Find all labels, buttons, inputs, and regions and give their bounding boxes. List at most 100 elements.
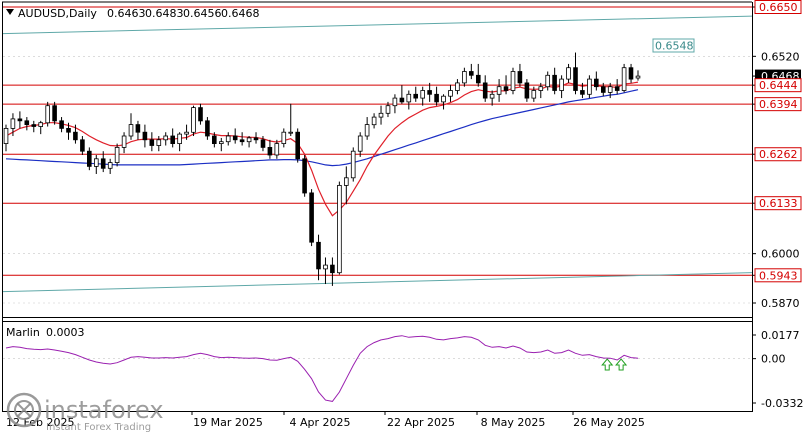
candle	[31, 120, 37, 133]
price-tick-label: 0.5870	[761, 297, 800, 310]
candle-body	[73, 131, 78, 141]
collapse-triangle-icon[interactable]	[6, 9, 14, 15]
candle	[10, 113, 16, 137]
candle	[482, 75, 488, 102]
candle	[573, 52, 578, 95]
candle-body	[100, 158, 106, 169]
candle-body	[350, 150, 356, 179]
candle	[420, 86, 425, 106]
candle-body	[3, 127, 9, 144]
horizontal-levels	[3, 6, 752, 276]
candle-body	[343, 177, 349, 186]
candle-body	[59, 120, 64, 129]
candle	[260, 136, 266, 152]
candle	[94, 155, 99, 174]
candle	[413, 86, 418, 102]
candle-body	[87, 150, 92, 167]
candle	[156, 136, 162, 152]
candle-body	[635, 75, 641, 79]
candle-body	[128, 124, 134, 137]
candle-body	[559, 78, 564, 91]
candle	[24, 117, 30, 131]
level-price-label: 0.6444	[759, 79, 798, 92]
indicator-line	[5, 335, 639, 402]
candle	[350, 147, 356, 182]
channel-label: 0.6548	[655, 40, 694, 53]
candle-body	[163, 135, 169, 141]
date-tick-label: 26 May 2025	[573, 416, 645, 429]
candle-body	[420, 90, 425, 99]
candle	[635, 70, 641, 81]
candle	[218, 137, 224, 152]
candle-body	[246, 137, 252, 143]
candle	[545, 71, 550, 91]
candle	[448, 84, 453, 102]
candle	[205, 117, 210, 140]
candle	[337, 181, 342, 275]
candle-body	[107, 162, 113, 169]
up-arrow-icon	[615, 358, 628, 371]
candle-body	[510, 71, 516, 91]
candle-body	[413, 93, 418, 99]
indicator-tick-label: -0.0332	[761, 397, 803, 410]
candle-body	[260, 139, 266, 148]
candle	[475, 63, 481, 87]
candle	[128, 113, 134, 140]
date-tick: 22 Apr 2025	[384, 411, 455, 429]
candle	[211, 132, 217, 148]
chart-frame	[2, 1, 753, 412]
candle	[371, 113, 377, 129]
date-tick: 8 May 2025	[476, 411, 545, 429]
candle	[59, 117, 64, 133]
candle	[309, 189, 314, 247]
candle	[17, 111, 23, 129]
candle	[246, 136, 252, 148]
level-price-box	[754, 268, 802, 283]
price-tick: 0.6444	[752, 78, 802, 93]
indicator-tick-label: 0.00	[761, 353, 786, 366]
level-price-box	[754, 147, 802, 162]
candle	[427, 82, 432, 102]
candle-body	[538, 86, 544, 91]
candle	[531, 86, 537, 102]
candle	[580, 82, 585, 99]
price-tick: 0.6394	[752, 97, 802, 112]
price-tick: 0.6133	[752, 196, 802, 211]
price-tick: 0.5943	[752, 268, 802, 283]
candle-body	[552, 74, 557, 91]
watermark-tagline: Instant Forex Trading	[46, 422, 151, 433]
level-price-box	[754, 78, 802, 93]
level-price-label: 0.5943	[759, 269, 798, 282]
candle-body	[594, 78, 599, 88]
candle	[239, 132, 245, 146]
candle	[601, 82, 606, 97]
candle-body	[628, 67, 634, 80]
candle-body	[31, 124, 37, 127]
date-tick-label: 19 Mar 2025	[193, 416, 263, 429]
date-tick: 4 Apr 2025	[283, 411, 351, 429]
candle-body	[566, 67, 571, 80]
candle-body	[503, 86, 509, 91]
candle-body	[468, 71, 474, 76]
date-tick-label: 22 Apr 2025	[387, 416, 455, 429]
candle	[142, 124, 148, 148]
candle-body	[45, 105, 50, 124]
price-axis: 0.66500.65200.64680.64440.63940.62620.61…	[752, 0, 802, 310]
ohlc-open: 0.6463	[107, 7, 146, 20]
price-tick-label: 0.6000	[761, 248, 800, 261]
candle	[524, 79, 530, 102]
candle-body	[385, 105, 391, 114]
candle-body	[378, 112, 384, 118]
candle-body	[170, 135, 176, 144]
channel-label-box	[652, 38, 695, 53]
candle	[496, 79, 502, 102]
candle-body	[94, 158, 99, 167]
candle-body	[524, 82, 530, 99]
candle	[149, 132, 155, 152]
candle-body	[475, 74, 481, 84]
candle	[52, 101, 57, 125]
candle-body	[267, 146, 273, 156]
candle-body	[218, 141, 224, 144]
